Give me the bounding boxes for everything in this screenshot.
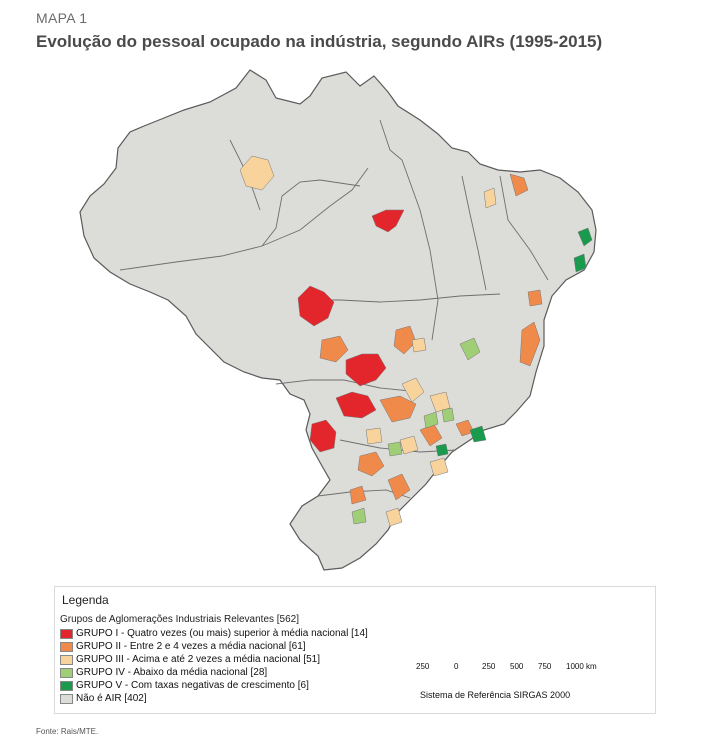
scale-tick-label: 1000 km: [566, 662, 597, 671]
scale-tick-label: 250: [416, 662, 430, 671]
map-title: Evolução do pessoal ocupado na indústria…: [36, 32, 603, 51]
legend-swatch: [60, 628, 73, 639]
scale-tick-label: 750: [538, 662, 552, 671]
legend-swatch: [60, 641, 73, 652]
crs-note: Sistema de Referência SIRGAS 2000: [420, 690, 571, 700]
scale-tick-label: 250: [482, 662, 496, 671]
group-3-regions: [239, 155, 497, 527]
legend-swatch: [60, 667, 73, 678]
source-note: Fonte: Rais/MTE.: [36, 727, 99, 736]
legend-item-group-1: GRUPO I - Quatro vezes (ou mais) superio…: [60, 627, 368, 640]
legend-label: GRUPO I - Quatro vezes (ou mais) superio…: [76, 628, 368, 639]
legend-items: GRUPO I - Quatro vezes (ou mais) superio…: [60, 627, 368, 705]
legend-swatch: [60, 693, 73, 704]
legend-label: GRUPO III - Acima e até 2 vezes a média …: [76, 654, 321, 665]
brazil-outline: [79, 69, 597, 571]
legend-label: GRUPO II - Entre 2 e 4 vezes a média nac…: [76, 641, 306, 652]
scale-tick-label: 500: [510, 662, 524, 671]
legend-item-group-2: GRUPO II - Entre 2 e 4 vezes a média nac…: [60, 640, 368, 653]
group-2-regions: [319, 173, 543, 505]
scale-tick-label: 0: [454, 662, 459, 671]
legend-label: GRUPO V - Com taxas negativas de crescim…: [76, 680, 309, 691]
legend-label: GRUPO IV - Abaixo da média nacional [28]: [76, 667, 268, 678]
legend-subtitle: Grupos de Aglomerações Industriais Relev…: [60, 614, 300, 625]
legend-item-group-3: GRUPO III - Acima e até 2 vezes a média …: [60, 653, 368, 666]
legend-box: [54, 586, 656, 714]
group-1-regions: [297, 209, 405, 453]
map-label: MAPA 1: [36, 10, 88, 26]
group-5-regions: [435, 227, 593, 457]
legend-item-group-4: GRUPO IV - Abaixo da média nacional [28]: [60, 666, 368, 679]
legend-item-group-5: GRUPO V - Com taxas negativas de crescim…: [60, 679, 368, 692]
legend-heading: Legenda: [62, 593, 109, 607]
group-4-regions: [351, 337, 481, 525]
legend-swatch: [60, 680, 73, 691]
legend-label: Não é AIR [402]: [76, 693, 147, 704]
legend-item-not-air: Não é AIR [402]: [60, 692, 368, 705]
legend-swatch: [60, 654, 73, 665]
